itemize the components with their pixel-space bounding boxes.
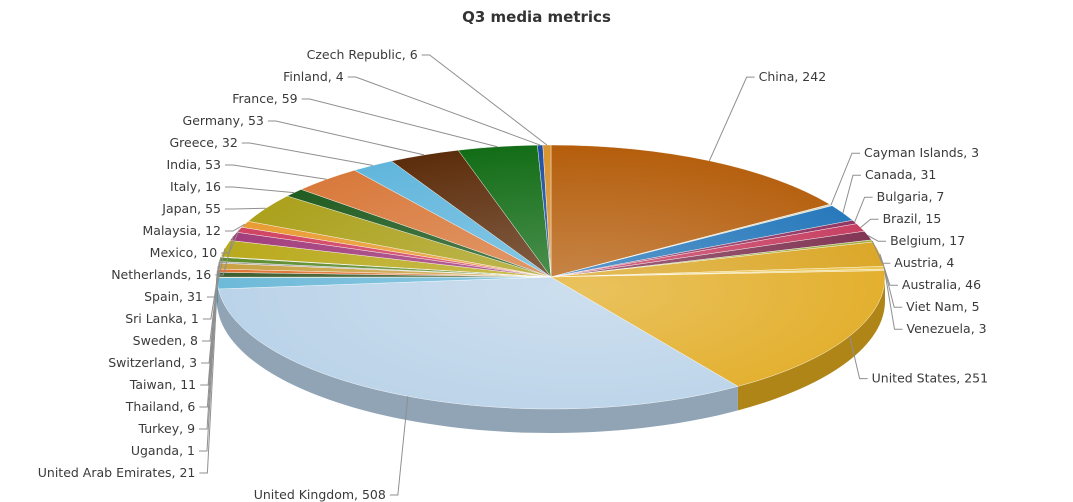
slice-label-switzerland: Switzerland, 3 (108, 355, 197, 370)
slice-label-czech-republic: Czech Republic, 6 (307, 47, 418, 62)
leader-line-viet-nam (883, 267, 903, 308)
leader-line-china (708, 76, 755, 161)
leader-line-brazil (860, 218, 879, 228)
slice-label-mexico: Mexico, 10 (150, 245, 218, 260)
slice-label-germany: Germany, 53 (183, 113, 264, 128)
leader-line-finland (347, 76, 541, 146)
slice-label-india: India, 53 (166, 157, 221, 172)
slice-label-spain: Spain, 31 (144, 289, 203, 304)
leader-line-australia (879, 253, 898, 286)
leader-line-canada (842, 174, 861, 214)
slice-label-sweden: Sweden, 8 (133, 333, 198, 348)
slice-label-venezuela: Venezuela, 3 (907, 321, 987, 336)
leader-line-cayman-islands (830, 152, 860, 206)
slice-label-italy: Italy, 16 (170, 179, 221, 194)
leader-line-venezuela (884, 269, 903, 330)
slice-label-united-kingdom: United Kingdom, 508 (254, 487, 386, 502)
slice-label-viet-nam: Viet Nam, 5 (906, 299, 979, 314)
leader-line-austria (871, 240, 891, 264)
slice-label-uganda: Uganda, 1 (131, 443, 195, 458)
slice-label-brazil: Brazil, 15 (883, 211, 942, 226)
chart-title: Q3 media metrics (462, 8, 611, 26)
leader-line-france (301, 98, 498, 148)
pie-slices (216, 144, 886, 410)
leader-line-united-kingdom (389, 396, 409, 496)
slice-labels: China, 242 Cayman Islands, 3 Canada, 31 Bul… (38, 47, 988, 502)
leader-line-italy (225, 186, 295, 194)
leader-line-india (225, 164, 327, 180)
slice-label-bulgaria: Bulgaria, 7 (877, 189, 945, 204)
slice-label-cayman-islands: Cayman Islands, 3 (864, 145, 979, 160)
leader-line-greece (241, 142, 373, 166)
slice-label-japan: Japan, 55 (161, 201, 221, 216)
leader-lines (199, 54, 903, 496)
slice-label-belgium: Belgium, 17 (890, 233, 965, 248)
slice-label-china: China, 242 (759, 69, 827, 84)
leader-line-japan (225, 207, 266, 210)
leader-line-united-states (849, 336, 868, 380)
slice-label-finland: Finland, 4 (283, 69, 344, 84)
slice-label-australia: Australia, 46 (902, 277, 981, 292)
slice-label-netherlands: Netherlands, 16 (111, 267, 211, 282)
leader-line-uganda (199, 277, 218, 452)
leader-line-belgium (867, 235, 887, 242)
slice-label-greece: Greece, 32 (169, 135, 237, 150)
leader-line-germany (267, 120, 425, 156)
slice-label-france: France, 59 (232, 91, 297, 106)
slice-label-thailand: Thailand, 6 (125, 399, 196, 414)
slice-label-sri-lanka: Sri Lanka, 1 (125, 311, 199, 326)
slice-label-canada: Canada, 31 (865, 167, 936, 182)
leader-line-malaysia (225, 223, 246, 232)
slice-label-united-arab-emirates: United Arab Emirates, 21 (38, 465, 196, 480)
leader-line-bulgaria (854, 196, 873, 223)
slice-label-united-states: United States, 251 (872, 371, 988, 386)
slice-label-taiwan: Taiwan, 11 (129, 377, 196, 392)
slice-label-austria: Austria, 4 (894, 255, 954, 270)
slice-label-malaysia: Malaysia, 12 (143, 223, 221, 238)
leader-line-united-arab-emirates (199, 283, 218, 474)
leader-line-czech-republic (421, 54, 548, 146)
slice-label-turkey: Turkey, 9 (137, 421, 195, 436)
